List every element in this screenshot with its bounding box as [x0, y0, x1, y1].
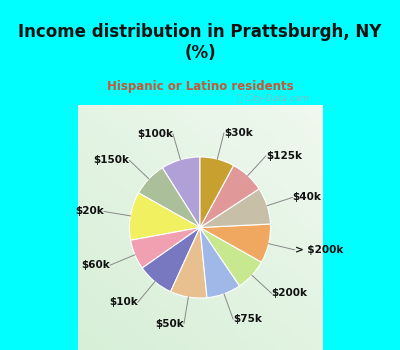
Text: ⓘ City-Data.com: ⓘ City-Data.com [237, 94, 310, 103]
Text: Income distribution in Prattsburgh, NY
(%): Income distribution in Prattsburgh, NY (… [18, 23, 382, 62]
Text: $10k: $10k [109, 297, 138, 307]
Text: $125k: $125k [266, 151, 302, 161]
Text: $20k: $20k [75, 206, 104, 216]
Wedge shape [162, 157, 200, 228]
Wedge shape [200, 166, 259, 228]
Wedge shape [200, 189, 270, 228]
Wedge shape [130, 193, 200, 240]
Wedge shape [170, 228, 207, 298]
Wedge shape [131, 228, 200, 268]
Text: $60k: $60k [82, 260, 110, 270]
Text: $50k: $50k [155, 318, 184, 329]
Wedge shape [138, 168, 200, 228]
Wedge shape [200, 228, 262, 286]
Wedge shape [200, 224, 270, 262]
Wedge shape [200, 157, 234, 228]
Text: $75k: $75k [233, 314, 262, 324]
Wedge shape [200, 228, 240, 298]
Text: $40k: $40k [293, 193, 322, 202]
Text: Hispanic or Latino residents: Hispanic or Latino residents [107, 79, 293, 93]
Wedge shape [142, 228, 200, 292]
Text: $100k: $100k [137, 129, 173, 139]
Text: $200k: $200k [272, 288, 308, 299]
Text: $150k: $150k [94, 155, 130, 166]
Text: > $200k: > $200k [295, 245, 343, 255]
Text: $30k: $30k [224, 128, 253, 138]
